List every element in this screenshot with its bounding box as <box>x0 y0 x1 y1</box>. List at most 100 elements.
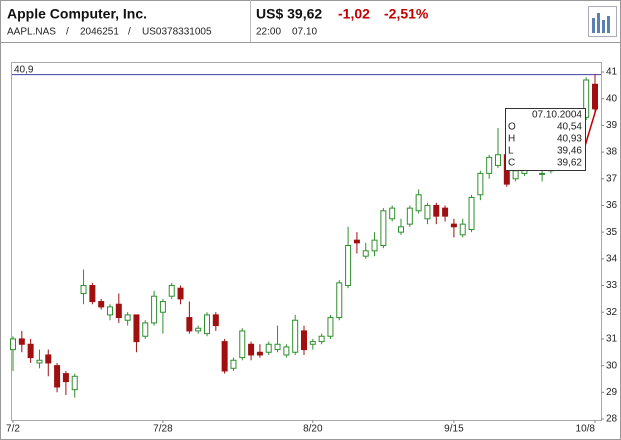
tooltip-box <box>505 108 586 171</box>
candle-body <box>204 314 210 335</box>
plot: 28 29 30 31 32 33 34 35 36 37 38 39 40 41 40,9 7/2 7/28 8… <box>6 64 618 434</box>
x-tick-label: 8/20 <box>303 424 323 435</box>
candle-body <box>389 207 396 220</box>
candle-body <box>327 317 334 337</box>
candle-body <box>62 373 69 383</box>
candle-body <box>353 239 360 244</box>
candle-body <box>433 204 440 217</box>
plot-frame <box>11 62 602 421</box>
separator: / <box>66 27 69 38</box>
candle-body <box>318 335 325 343</box>
candle-body <box>371 239 378 252</box>
tooltip-value: 40,93 <box>557 134 582 145</box>
x-tick-label: 10/8 <box>576 424 596 435</box>
x-tick-label: 7/2 <box>6 424 20 435</box>
candle-body <box>477 172 484 196</box>
candle-body <box>98 301 105 308</box>
tooltip-field: C <box>508 158 515 169</box>
candle-body <box>486 156 493 174</box>
x-tick-label: 9/15 <box>444 424 464 435</box>
candle-body <box>80 285 87 295</box>
ticker: AAPL.NAS <box>7 27 56 38</box>
company-title: Apple Computer, Inc. <box>7 6 147 22</box>
candle-body <box>115 303 122 319</box>
candle-body <box>592 83 598 110</box>
candle-body <box>292 319 299 353</box>
candle-body <box>124 314 131 321</box>
candle-body <box>345 245 352 287</box>
candle-body <box>398 226 404 233</box>
candle-body <box>71 375 78 391</box>
candle-body <box>406 207 413 225</box>
y-tick-label: 35 <box>606 227 618 238</box>
candle-body <box>265 343 272 353</box>
tooltip-field: H <box>508 134 515 145</box>
y-tick-label: 31 <box>606 334 618 345</box>
icon-bar <box>602 20 605 33</box>
y-tick-label: 38 <box>606 147 618 158</box>
tooltip-field: L <box>508 146 514 157</box>
candle-body <box>221 341 228 372</box>
candle-body <box>248 343 255 356</box>
candle-body <box>142 322 149 337</box>
y-tick-label: 36 <box>606 200 618 211</box>
candle-body <box>186 317 193 332</box>
quote-date: 07.10 <box>292 27 317 38</box>
tooltip-value: 40,54 <box>557 122 582 133</box>
tooltip-pointer <box>584 105 598 147</box>
candle-body <box>301 330 307 351</box>
candle-body <box>450 223 457 228</box>
y-tick-label: 37 <box>606 173 618 184</box>
price-change: -1,02 <box>338 6 370 22</box>
candle-body <box>415 194 422 212</box>
price-change-pct: -2,51% <box>384 6 429 22</box>
candle-body <box>18 338 25 345</box>
y-tick-label: 40 <box>606 93 618 104</box>
candle-body <box>230 359 237 369</box>
quote-time: 22:00 <box>256 27 281 38</box>
y-tick-label: 34 <box>606 253 618 264</box>
y-tick-label: 41 <box>606 67 618 78</box>
y-tick-label: 32 <box>606 307 618 318</box>
y-tick-label: 28 <box>606 414 618 425</box>
separator: / <box>128 27 131 38</box>
icon-bar <box>597 13 600 33</box>
instrument-id: 2046251 <box>80 27 119 38</box>
tooltip-value: 39,62 <box>557 158 582 169</box>
candle-body <box>256 351 263 356</box>
candle-body <box>45 354 52 364</box>
candle-body <box>89 285 96 303</box>
candle-body <box>27 343 34 359</box>
candle-body <box>195 327 202 332</box>
candle-body <box>309 341 316 345</box>
tooltip-date: 07.10.2004 <box>532 110 582 121</box>
tooltip: 07.10.2004 O 40,54 H 40,93 L 39,46 C 39,62 <box>505 105 598 171</box>
candle-body <box>336 282 343 319</box>
candle-body <box>159 301 166 313</box>
candle-body <box>36 359 43 364</box>
candle-body <box>133 314 140 343</box>
candle-body <box>468 196 475 230</box>
chart-icon-button[interactable] <box>588 6 617 37</box>
candle-body <box>512 170 519 180</box>
y-tick-label: 30 <box>606 360 618 371</box>
candle-body <box>583 79 590 118</box>
candle-body <box>151 295 158 324</box>
reference-label: 40,9 <box>14 64 34 75</box>
candle-body <box>107 306 113 316</box>
x-tick-label: 7/28 <box>153 424 173 435</box>
icon-bar <box>592 18 595 33</box>
candle-body <box>168 285 175 297</box>
candle-body <box>10 338 16 351</box>
tooltip-field: O <box>508 122 516 133</box>
candle-body <box>239 330 246 359</box>
candle-body <box>539 172 546 175</box>
last-price: US$ 39,62 <box>256 6 322 22</box>
candle-body <box>54 365 61 388</box>
y-tick-label: 33 <box>606 280 618 291</box>
candle-body <box>362 250 369 257</box>
isin: US0378331005 <box>142 27 212 38</box>
candle-body <box>283 346 290 356</box>
candle-body <box>177 287 184 300</box>
